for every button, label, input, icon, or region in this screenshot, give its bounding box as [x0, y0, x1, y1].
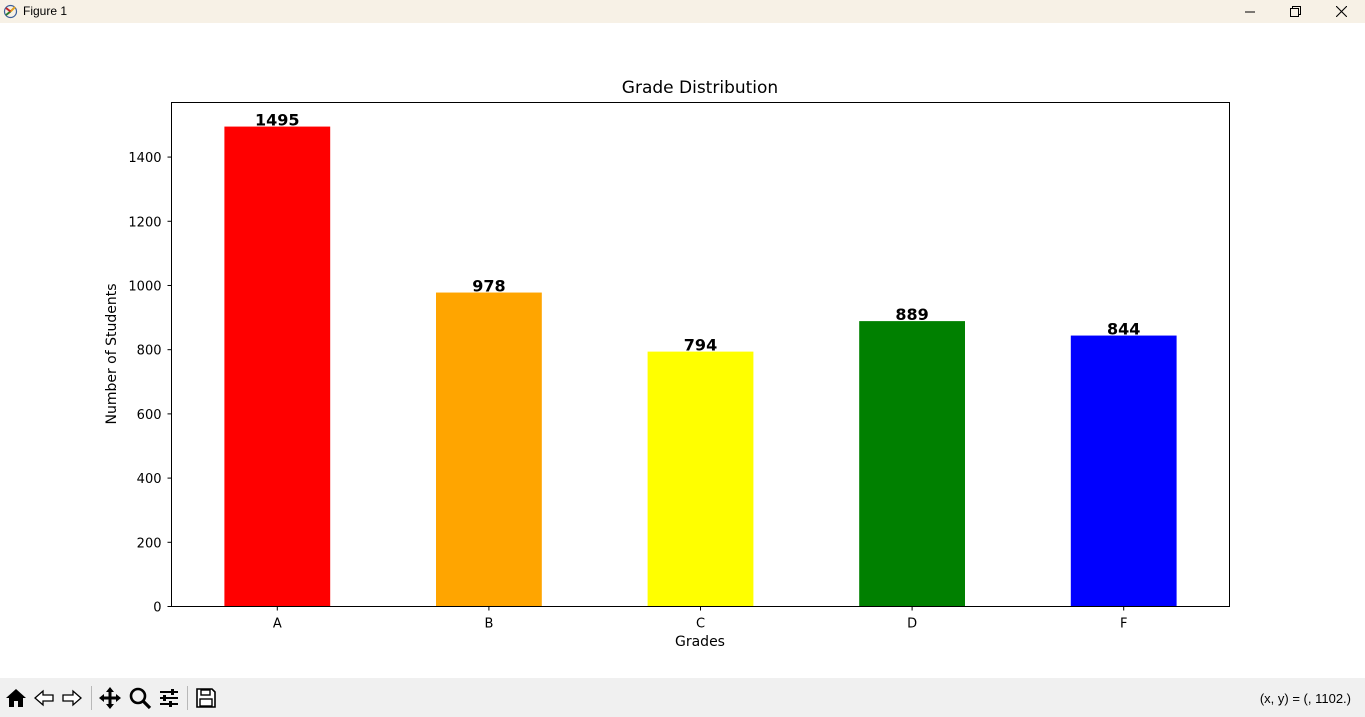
y-tick-label: 800: [137, 344, 162, 359]
toolbar-separator: [187, 686, 188, 710]
back-icon: [34, 689, 54, 707]
chart-title: Grade Distribution: [622, 78, 778, 98]
figure-canvas[interactable]: 0 200 400 600 800 1000 1200 1400 A B C D F 1495 978 7…: [0, 23, 1365, 678]
bar-value-label: 844: [1107, 320, 1140, 339]
configure-subplots-button[interactable]: [157, 686, 181, 710]
x-tick-label: A: [273, 617, 282, 632]
forward-button[interactable]: [60, 686, 84, 710]
y-tick-label: 200: [137, 536, 162, 551]
minimize-button[interactable]: [1227, 0, 1273, 23]
title-bar: Figure 1: [0, 0, 1365, 23]
y-tick-label: 400: [137, 472, 162, 487]
zoom-button[interactable]: [128, 686, 152, 710]
back-button[interactable]: [32, 686, 56, 710]
x-tick-label: D: [907, 617, 917, 632]
bar-value-label: 978: [472, 277, 505, 296]
close-button[interactable]: [1318, 0, 1364, 23]
save-button[interactable]: [194, 686, 218, 710]
zoom-icon: [129, 687, 152, 710]
x-tick-label: B: [484, 617, 493, 632]
maximize-button[interactable]: [1272, 0, 1318, 23]
bar-value-label: 889: [895, 305, 928, 324]
bar-value-label: 1495: [255, 111, 300, 130]
bar-b: [436, 292, 542, 607]
bar-d: [859, 321, 965, 607]
window-title: Figure 1: [23, 4, 68, 18]
y-tick-label: 0: [153, 601, 161, 616]
x-tick-label: C: [696, 617, 705, 632]
y-tick-label: 1200: [128, 215, 161, 230]
cursor-coordinates: (x, y) = (, 1102.): [1259, 691, 1351, 706]
bar-c: [647, 351, 754, 607]
configure-subplots-icon: [160, 689, 178, 707]
y-tick-label: 1000: [128, 279, 161, 294]
pan-button[interactable]: [98, 686, 122, 710]
y-tick-label: 600: [137, 408, 162, 423]
close-icon: [1335, 6, 1347, 17]
forward-icon: [62, 689, 82, 707]
home-button[interactable]: [4, 686, 28, 710]
save-icon: [196, 688, 216, 708]
maximize-icon: [1289, 6, 1301, 17]
x-axis-label: Grades: [675, 634, 725, 650]
y-tick-label: 1400: [128, 151, 161, 166]
y-axis-label: Number of Students: [104, 283, 120, 424]
bar-a: [224, 126, 331, 607]
minimize-icon: [1245, 11, 1255, 12]
bar-chart: 0 200 400 600 800 1000 1200 1400 A B C D F 1495 978 7…: [104, 78, 1230, 650]
toolbar-separator: [91, 686, 92, 710]
bar-value-label: 794: [684, 336, 717, 355]
bar-f: [1070, 335, 1177, 607]
navigation-toolbar: (x, y) = (, 1102.): [0, 678, 1365, 717]
x-tick-label: F: [1120, 617, 1127, 632]
home-icon: [6, 689, 26, 707]
app-icon: [3, 4, 18, 19]
pan-icon: [99, 687, 121, 709]
